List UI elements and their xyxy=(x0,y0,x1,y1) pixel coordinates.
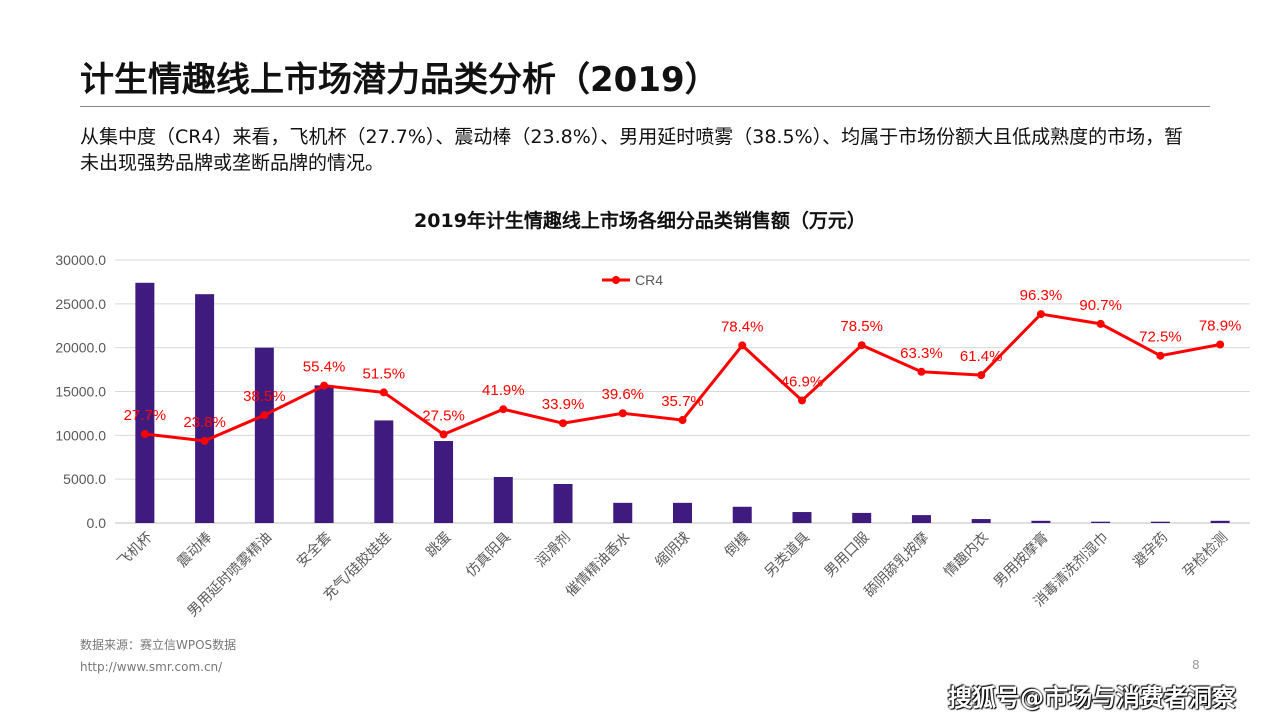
cr4-data-label: 33.9% xyxy=(542,396,585,413)
cr4-data-label: 38.5% xyxy=(243,388,286,405)
cr4-point xyxy=(1216,340,1225,349)
bar xyxy=(434,441,454,523)
x-tick-label: 飞机杯 xyxy=(115,530,156,571)
cr4-point xyxy=(1096,319,1105,328)
cr4-data-label: 78.5% xyxy=(840,318,883,335)
bar xyxy=(911,515,931,523)
cr4-data-label: 72.5% xyxy=(1139,329,1182,346)
y-tick-label: 15000.0 xyxy=(55,384,106,400)
cr4-data-label: 39.6% xyxy=(601,386,644,403)
cr4-point xyxy=(559,419,568,428)
cr4-point xyxy=(857,341,866,350)
y-tick-label: 10000.0 xyxy=(55,427,106,443)
y-tick-label: 5000.0 xyxy=(63,471,106,487)
page-title: 计生情趣线上市场潜力品类分析（2019） xyxy=(80,60,719,100)
bar xyxy=(792,512,812,523)
cr4-point xyxy=(260,411,269,420)
cr4-data-label: 61.4% xyxy=(960,348,1003,365)
bar xyxy=(971,519,991,523)
bar xyxy=(553,483,573,523)
cr4-data-label: 90.7% xyxy=(1079,297,1122,314)
x-tick-label: 另类道具 xyxy=(762,530,813,581)
bar xyxy=(195,294,215,523)
x-tick-label: 男用口服 xyxy=(822,530,873,581)
x-tick-label: 避孕药 xyxy=(1130,530,1171,571)
x-tick-label: 孕检检测 xyxy=(1180,530,1231,581)
cr4-data-label: 46.9% xyxy=(781,373,824,390)
cr4-point xyxy=(439,430,448,439)
chart-title: 2019年计生情趣线上市场各细分品类销售额（万元） xyxy=(414,210,866,232)
source-note: 数据来源：赛立信WPOS数据 xyxy=(80,638,237,652)
bar xyxy=(673,502,692,523)
cr4-point xyxy=(140,430,149,439)
cr4-data-label: 96.3% xyxy=(1020,287,1063,304)
bar xyxy=(493,476,513,523)
cr4-point xyxy=(1156,351,1165,360)
x-tick-label: 男用按摩膏 xyxy=(990,529,1052,591)
cr4-data-label: 78.9% xyxy=(1199,318,1242,335)
x-tick-label: 仿真阳具 xyxy=(463,530,514,581)
bar xyxy=(1031,520,1051,523)
cr4-data-label: 41.9% xyxy=(482,382,525,399)
bar xyxy=(374,420,394,523)
y-tick-label: 20000.0 xyxy=(55,340,106,356)
cr4-data-label: 27.5% xyxy=(422,407,465,424)
bar xyxy=(135,282,155,523)
cr4-point xyxy=(200,436,209,445)
title-divider xyxy=(80,106,1210,107)
y-tick-label: 0.0 xyxy=(87,515,107,531)
x-tick-label: 润滑剂 xyxy=(532,529,574,571)
cr4-data-label: 23.8% xyxy=(183,414,226,431)
bar xyxy=(254,347,274,523)
bar xyxy=(613,502,633,523)
cr4-point xyxy=(320,381,329,390)
x-tick-label: 倒模 xyxy=(722,530,753,561)
cr4-point xyxy=(738,341,747,350)
bar xyxy=(1210,520,1230,523)
x-tick-label: 震动棒 xyxy=(174,530,215,571)
cr4-data-label: 78.4% xyxy=(721,318,764,335)
y-tick-label: 25000.0 xyxy=(55,296,106,312)
x-tick-label: 缩阴球 xyxy=(652,530,693,571)
bar xyxy=(1091,521,1111,523)
description: 从集中度（CR4）来看，飞机杯（27.7%）、震动棒（23.8%）、男用延时喷雾… xyxy=(80,126,1184,174)
legend-label: CR4 xyxy=(635,272,663,288)
bar xyxy=(852,512,872,523)
cr4-data-label: 27.7% xyxy=(124,407,167,424)
x-tick-label: 催情精油香水 xyxy=(563,530,634,601)
page-number: 8 xyxy=(1192,658,1200,672)
cr4-data-label: 63.3% xyxy=(900,345,943,362)
source-url: http://www.smr.com.cn/ xyxy=(80,660,223,674)
watermark: 搜狐号@市场与消费者洞察 xyxy=(948,684,1236,712)
y-tick-label: 30000.0 xyxy=(55,252,106,268)
cr4-point xyxy=(379,388,388,397)
x-tick-label: 情趣内衣 xyxy=(941,530,992,581)
cr4-data-label: 51.5% xyxy=(363,365,406,382)
x-tick-label: 安全套 xyxy=(293,529,335,571)
x-tick-label: 跳蛋 xyxy=(423,530,454,561)
cr4-point xyxy=(618,409,627,418)
legend-marker xyxy=(612,276,620,284)
cr4-point xyxy=(499,405,508,414)
bar xyxy=(1150,521,1170,523)
cr4-data-label: 55.4% xyxy=(303,359,346,376)
cr4-point xyxy=(678,416,687,425)
cr4-point xyxy=(977,371,986,380)
cr4-data-label: 35.7% xyxy=(661,393,704,410)
cr4-point xyxy=(1036,310,1045,319)
bar xyxy=(314,385,334,523)
cr4-point xyxy=(917,367,926,376)
bar xyxy=(732,506,752,523)
cr4-point xyxy=(797,396,806,405)
x-tick-label: 舔阴舔乳按摩 xyxy=(861,529,932,600)
